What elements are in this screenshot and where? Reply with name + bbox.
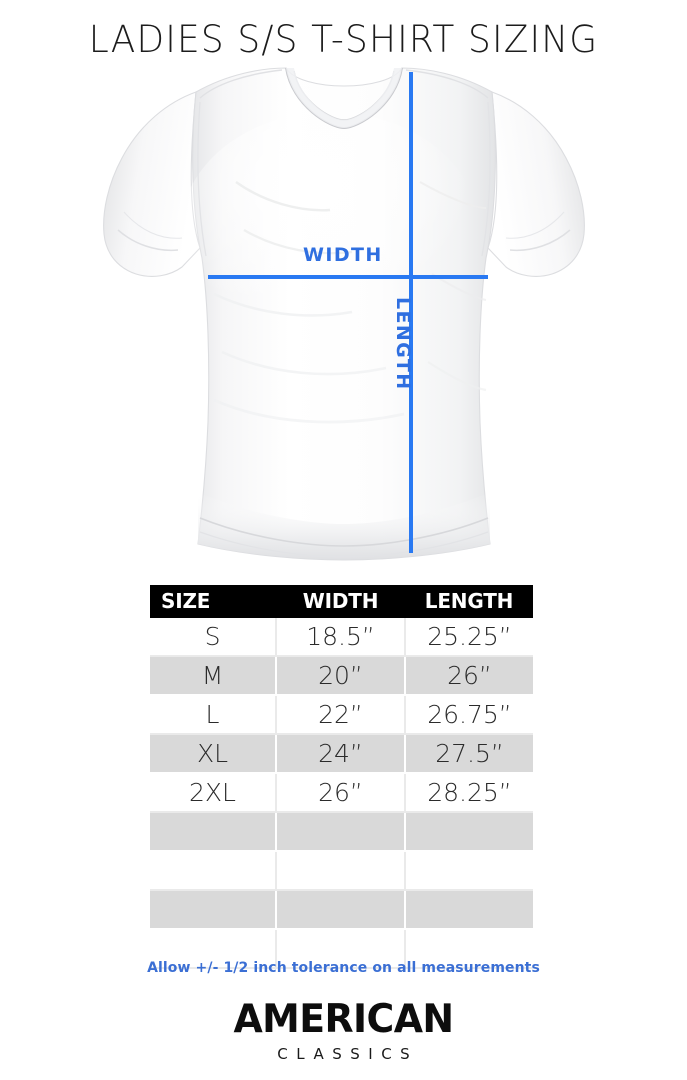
cell-size [150, 890, 277, 930]
cell-length [405, 812, 533, 852]
tolerance-note: Allow +/- 1/2 inch tolerance on all meas… [147, 960, 540, 976]
tshirt-graphic [103, 67, 585, 561]
cell-size [150, 929, 277, 969]
cell-length [405, 851, 533, 891]
table-row: M 20” 26” [150, 656, 533, 696]
cell-length: 28.25” [405, 773, 533, 813]
column-header-length: LENGTH [405, 585, 533, 618]
table-row-empty [150, 851, 533, 891]
cell-length [405, 929, 533, 969]
table-row: L 22” 26.75” [150, 695, 533, 735]
cell-width [276, 929, 406, 969]
cell-size [150, 851, 277, 891]
cell-length: 26” [405, 656, 533, 696]
cell-length: 25.25” [405, 618, 533, 657]
brand-logo: AMERICAN CLASSICS [0, 1000, 687, 1062]
brand-tagline: CLASSICS [277, 1045, 419, 1063]
table-row-empty [150, 890, 533, 930]
column-header-width: WIDTH [276, 585, 405, 618]
cell-width: 24” [276, 734, 406, 774]
cell-width: 26” [276, 773, 406, 813]
tshirt-illustration: WIDTH LENGTH [0, 62, 687, 562]
cell-size: S [150, 618, 277, 657]
page-title: LADIES S/S T-SHIRT SIZING [88, 18, 599, 61]
cell-length [405, 890, 533, 930]
table-row: XL 24” 27.5” [150, 734, 533, 774]
cell-width [276, 812, 406, 852]
cell-width [276, 890, 406, 930]
cell-width: 18.5” [276, 618, 406, 657]
table-row: S 18.5” 25.25” [150, 618, 533, 657]
table-header-row: SIZE WIDTH LENGTH [150, 585, 533, 618]
cell-size: M [150, 656, 277, 696]
table-row-empty [150, 929, 533, 969]
cell-size: XL [150, 734, 277, 774]
size-chart-table: SIZE WIDTH LENGTH S 18.5” 25.25” M 20” 2… [150, 585, 533, 969]
cell-width: 22” [276, 695, 406, 735]
brand-name: AMERICAN [233, 997, 454, 1042]
cell-length: 27.5” [405, 734, 533, 774]
table-row-empty [150, 812, 533, 852]
cell-size [150, 812, 277, 852]
cell-size: 2XL [150, 773, 277, 813]
cell-width: 20” [276, 656, 406, 696]
cell-length: 26.75” [405, 695, 533, 735]
column-header-size: SIZE [150, 585, 276, 618]
table-row: 2XL 26” 28.25” [150, 773, 533, 813]
cell-width [276, 851, 406, 891]
cell-size: L [150, 695, 277, 735]
